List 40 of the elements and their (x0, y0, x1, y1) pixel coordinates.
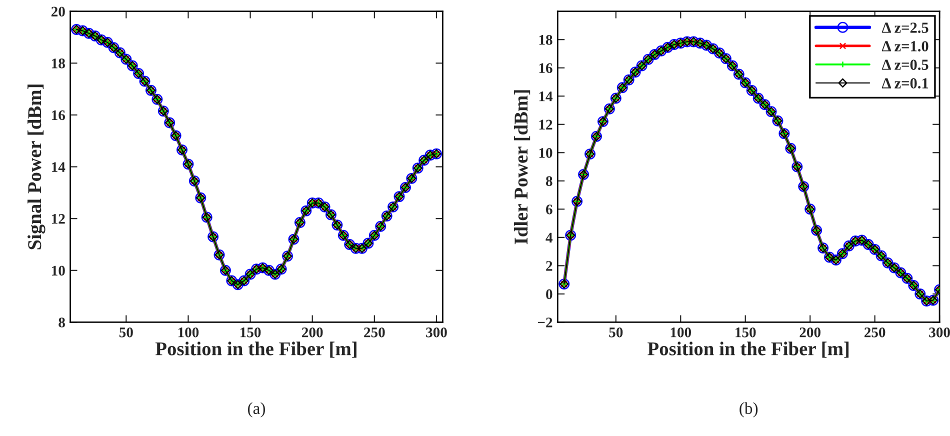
y-tick-label: 12 (52, 214, 65, 224)
y-tick-label: 2 (546, 261, 552, 271)
text: (b) (740, 402, 758, 418)
x-tick-label: 100 (178, 327, 199, 338)
legend-label: Δ z=2.5 (882, 22, 928, 33)
x-tick-label: 300 (426, 327, 447, 338)
y-tick-label: 8 (546, 176, 552, 186)
y-tick-label: 10 (539, 148, 552, 158)
y-tick-label: 20 (51, 6, 65, 17)
y-tick-label: 14 (539, 92, 553, 102)
x-tick-label: 200 (800, 327, 820, 338)
y-tick-label: 10 (52, 266, 65, 276)
y-tick-label: −2 (538, 318, 552, 328)
x-tick-label: 150 (240, 327, 261, 338)
legend-label: Δ z=0.1 (882, 78, 928, 89)
y-tick-label: 6 (546, 204, 552, 214)
legend-label: Δ z=0.5 (882, 60, 928, 70)
x-axis-title: Position in the Fiber [m] (648, 342, 849, 358)
y-tick-label: 16 (52, 110, 66, 120)
text: (a) (248, 402, 266, 418)
x-tick-label: 50 (119, 327, 133, 338)
x-tick-label: 150 (736, 327, 756, 338)
x-tick-label: 300 (929, 327, 950, 338)
y-tick-label: 18 (52, 58, 65, 68)
x-tick-label: 250 (864, 327, 886, 338)
x-axis-title: Position in the Fiber [m] (155, 342, 356, 358)
legend-label: Δ z=1.0 (882, 41, 928, 52)
y-tick-label: 18 (539, 34, 552, 45)
y-tick-label: 4 (546, 232, 553, 242)
x-tick-label: 250 (364, 327, 385, 338)
y-tick-label: 12 (539, 120, 552, 130)
y-tick-label: 16 (539, 63, 552, 74)
y-axis-title: Idler Power [dBm] (514, 90, 530, 244)
y-tick-label: 0 (546, 289, 552, 300)
x-tick-label: 100 (670, 327, 692, 338)
y-tick-label: 14 (52, 162, 66, 172)
y-tick-label: 8 (58, 318, 65, 328)
x-tick-label: 200 (302, 327, 323, 338)
x-tick-label: 50 (609, 327, 623, 338)
y-axis-title: Signal Power [dBm] (28, 84, 46, 250)
